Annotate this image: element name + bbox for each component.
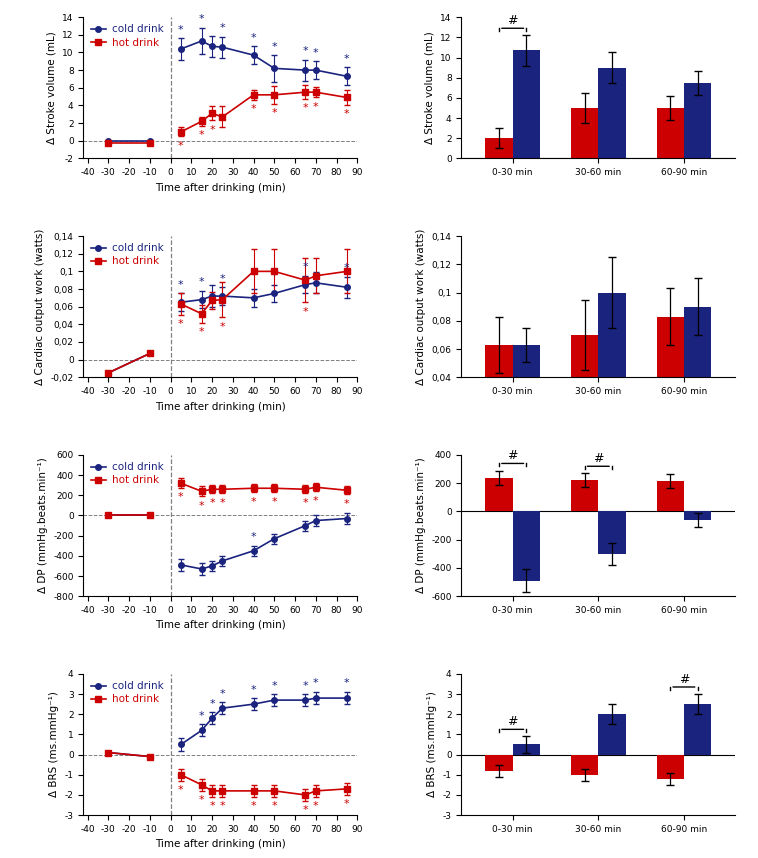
Y-axis label: Δ Cardiac output work (watts): Δ Cardiac output work (watts) [416,228,426,385]
Bar [684,511,711,520]
Bar [571,754,598,775]
Text: *: * [271,271,277,281]
Text: *: * [313,679,318,688]
Text: *: * [178,319,183,329]
Text: *: * [199,710,205,721]
Text: *: * [209,801,215,811]
Y-axis label: Δ BRS (ms.mmHg⁻¹): Δ BRS (ms.mmHg⁻¹) [49,692,59,797]
Text: #: # [507,449,518,462]
Text: *: * [251,801,256,811]
Text: *: * [178,280,183,290]
Bar [684,306,711,434]
X-axis label: Time after drinking (min): Time after drinking (min) [155,839,286,849]
Y-axis label: Δ DP (mmHg.beats.min⁻¹): Δ DP (mmHg.beats.min⁻¹) [415,457,425,594]
Bar [684,82,711,159]
Bar [571,108,598,159]
Text: *: * [209,124,215,135]
Text: *: * [344,54,349,64]
Legend: cold drink, hot drink: cold drink, hot drink [89,460,165,487]
Text: *: * [271,680,277,691]
Text: *: * [313,496,318,505]
Text: #: # [678,673,689,686]
Bar [656,754,684,779]
Text: *: * [302,680,309,691]
Text: *: * [209,498,215,508]
Y-axis label: Δ BRS (ms.mmHg⁻¹): Δ BRS (ms.mmHg⁻¹) [427,692,437,797]
Text: *: * [178,492,183,503]
Y-axis label: Δ Stroke volume (mL): Δ Stroke volume (mL) [46,32,57,144]
Bar [656,481,684,511]
Text: *: * [344,799,349,809]
X-axis label: Time after drinking (min): Time after drinking (min) [155,620,286,631]
Text: *: * [344,109,349,118]
Text: *: * [302,805,309,815]
Bar [656,317,684,434]
Text: *: * [251,532,256,542]
Text: #: # [507,14,518,27]
Text: *: * [251,105,256,114]
Legend: cold drink, hot drink: cold drink, hot drink [89,679,165,706]
Text: *: * [199,500,205,511]
Legend: cold drink, hot drink: cold drink, hot drink [89,22,165,50]
Text: *: * [302,263,309,272]
Text: *: * [178,141,183,150]
Text: *: * [199,795,205,805]
Text: *: * [220,801,225,811]
X-axis label: Time after drinking (min): Time after drinking (min) [155,402,286,412]
Text: *: * [220,498,225,508]
Bar [656,108,684,159]
Y-axis label: Δ Stroke volume (mL): Δ Stroke volume (mL) [424,32,434,144]
Text: *: * [313,102,318,112]
Bar [485,138,512,159]
Text: *: * [344,679,349,688]
Text: *: * [313,801,318,811]
Text: *: * [271,41,277,51]
Text: *: * [220,689,225,698]
Bar [598,511,625,553]
Text: *: * [302,104,309,113]
Text: *: * [178,25,183,35]
Y-axis label: Δ Cardiac output work (watts): Δ Cardiac output work (watts) [35,228,45,385]
Text: *: * [220,23,225,33]
Text: *: * [271,108,277,118]
Text: *: * [220,274,225,284]
Bar [598,68,625,159]
Bar [598,714,625,754]
Text: *: * [209,698,215,709]
Text: *: * [199,15,205,24]
Text: *: * [178,785,183,795]
Y-axis label: Δ DP (mmHg.beats.min⁻¹): Δ DP (mmHg.beats.min⁻¹) [38,457,48,594]
Text: #: # [507,715,518,728]
Text: *: * [344,498,349,509]
Text: *: * [251,497,256,506]
Bar [571,480,598,511]
Bar [684,704,711,754]
Bar [485,754,512,770]
Text: *: * [251,33,256,43]
Bar [512,345,540,434]
Bar [598,293,625,434]
Text: *: * [313,48,318,57]
Text: *: * [251,685,256,695]
Text: *: * [302,46,309,56]
Text: *: * [344,263,349,273]
Bar [512,51,540,159]
Text: *: * [220,322,225,331]
Bar [485,478,512,511]
Text: *: * [271,801,277,811]
Bar [571,335,598,434]
Text: *: * [199,277,205,287]
Legend: cold drink, hot drink: cold drink, hot drink [89,241,165,269]
Text: *: * [271,497,277,506]
X-axis label: Time after drinking (min): Time after drinking (min) [155,183,286,193]
Text: *: * [302,498,309,508]
Text: *: * [302,306,309,317]
Bar [485,345,512,434]
Bar [512,511,540,581]
Text: #: # [593,452,603,465]
Text: *: * [199,130,205,140]
Text: *: * [199,327,205,337]
Bar [512,745,540,754]
